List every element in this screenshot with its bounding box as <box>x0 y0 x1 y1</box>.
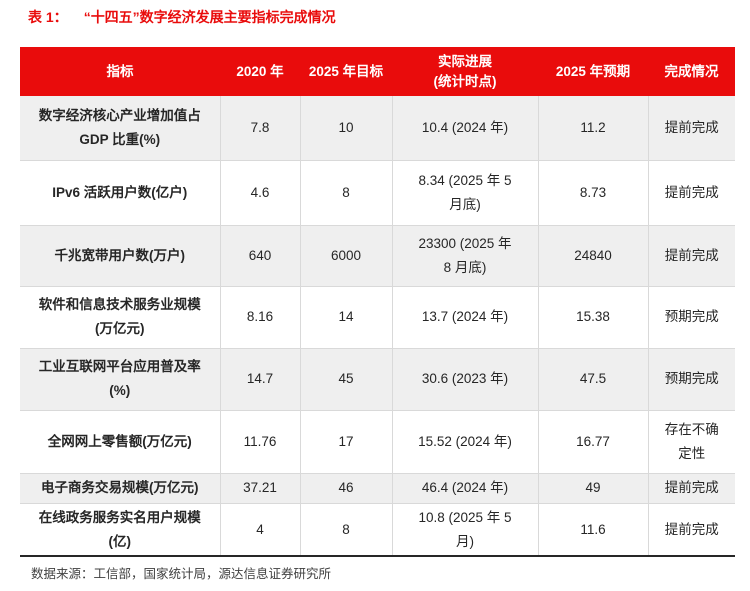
table-row: 工业互联网平台应用普及率 (%) 14.7 45 30.6 (2023 年) 4… <box>20 347 735 411</box>
cell-2025-expected: 15.38 <box>537 285 649 349</box>
cell-indicator: 全网网上零售额(万亿元) <box>20 409 221 474</box>
cell-actual-progress: 46.4 (2024 年) <box>391 472 539 504</box>
cell-completion-status: 存在不确 定性 <box>647 409 735 474</box>
table-row: 数字经济核心产业增加值占 GDP 比重(%) 7.8 10 10.4 (2024… <box>20 96 735 161</box>
cell-2020-value: 14.7 <box>219 347 301 411</box>
cell-2025-expected: 11.6 <box>537 502 649 556</box>
cell-2020-value: 37.21 <box>219 472 301 504</box>
cell-2025-target: 45 <box>299 347 393 411</box>
cell-2025-expected: 16.77 <box>537 409 649 474</box>
table-row: 软件和信息技术服务业规模 (万亿元) 8.16 14 13.7 (2024 年)… <box>20 285 735 349</box>
cell-completion-status: 提前完成 <box>647 224 735 287</box>
cell-2020-value: 8.16 <box>219 285 301 349</box>
cell-2025-target: 6000 <box>299 224 393 287</box>
column-header-2025-expected: 2025 年预期 <box>538 47 648 96</box>
cell-2025-expected: 8.73 <box>537 159 649 226</box>
table-title-text: “十四五”数字经济发展主要指标完成情况 <box>83 9 336 25</box>
column-header-indicator: 指标 <box>20 47 220 96</box>
cell-indicator: 千兆宽带用户数(万户) <box>20 224 221 287</box>
cell-indicator: 数字经济核心产业增加值占 GDP 比重(%) <box>20 96 221 161</box>
page-title: 表 1： “十四五”数字经济发展主要指标完成情况 <box>28 7 336 27</box>
cell-actual-progress: 13.7 (2024 年) <box>391 285 539 349</box>
table-bottom-rule <box>20 555 735 557</box>
cell-completion-status: 预期完成 <box>647 285 735 349</box>
cell-completion-status: 提前完成 <box>647 96 735 161</box>
cell-2025-expected: 24840 <box>537 224 649 287</box>
cell-2025-target: 14 <box>299 285 393 349</box>
cell-2025-expected: 11.2 <box>537 96 649 161</box>
cell-2020-value: 7.8 <box>219 96 301 161</box>
cell-completion-status: 提前完成 <box>647 502 735 556</box>
column-header-2020: 2020 年 <box>220 47 300 96</box>
cell-indicator: 在线政务服务实名用户规模 (亿) <box>20 502 221 556</box>
cell-actual-progress: 8.34 (2025 年 5 月底) <box>391 159 539 226</box>
cell-2020-value: 640 <box>219 224 301 287</box>
table-number-label: 表 1： <box>28 9 68 25</box>
cell-2020-value: 4.6 <box>219 159 301 226</box>
cell-actual-progress: 23300 (2025 年 8 月底) <box>391 224 539 287</box>
cell-2025-expected: 49 <box>537 472 649 504</box>
cell-2025-target: 8 <box>299 502 393 556</box>
column-header-completion-status: 完成情况 <box>648 47 735 96</box>
cell-actual-progress: 10.4 (2024 年) <box>391 96 539 161</box>
cell-2025-expected: 47.5 <box>537 347 649 411</box>
table-row: 千兆宽带用户数(万户) 640 6000 23300 (2025 年 8 月底)… <box>20 224 735 287</box>
data-source-note: 数据来源：工信部，国家统计局，源达信息证券研究所 <box>31 567 332 581</box>
table-header-row: 指标 2020 年 2025 年目标 实际进展 (统计时点) 2025 年预期 … <box>20 47 735 96</box>
cell-2025-target: 46 <box>299 472 393 504</box>
cell-2025-target: 10 <box>299 96 393 161</box>
cell-indicator: IPv6 活跃用户数(亿户) <box>20 159 221 226</box>
cell-completion-status: 提前完成 <box>647 472 735 504</box>
table-row: 在线政务服务实名用户规模 (亿) 4 8 10.8 (2025 年 5 月) 1… <box>20 502 735 556</box>
column-header-2025-target: 2025 年目标 <box>300 47 392 96</box>
table-row: IPv6 活跃用户数(亿户) 4.6 8 8.34 (2025 年 5 月底) … <box>20 159 735 226</box>
cell-indicator: 工业互联网平台应用普及率 (%) <box>20 347 221 411</box>
cell-actual-progress: 15.52 (2024 年) <box>391 409 539 474</box>
table-row: 全网网上零售额(万亿元) 11.76 17 15.52 (2024 年) 16.… <box>20 409 735 474</box>
cell-indicator: 电子商务交易规模(万亿元) <box>20 472 221 504</box>
cell-actual-progress: 10.8 (2025 年 5 月) <box>391 502 539 556</box>
cell-indicator: 软件和信息技术服务业规模 (万亿元) <box>20 285 221 349</box>
cell-completion-status: 提前完成 <box>647 159 735 226</box>
cell-actual-progress: 30.6 (2023 年) <box>391 347 539 411</box>
cell-2025-target: 8 <box>299 159 393 226</box>
cell-completion-status: 预期完成 <box>647 347 735 411</box>
indicators-table: 指标 2020 年 2025 年目标 实际进展 (统计时点) 2025 年预期 … <box>20 47 735 556</box>
cell-2025-target: 17 <box>299 409 393 474</box>
cell-2020-value: 4 <box>219 502 301 556</box>
cell-2020-value: 11.76 <box>219 409 301 474</box>
column-header-actual-progress: 实际进展 (统计时点) <box>392 47 538 96</box>
table-row: 电子商务交易规模(万亿元) 37.21 46 46.4 (2024 年) 49 … <box>20 472 735 504</box>
